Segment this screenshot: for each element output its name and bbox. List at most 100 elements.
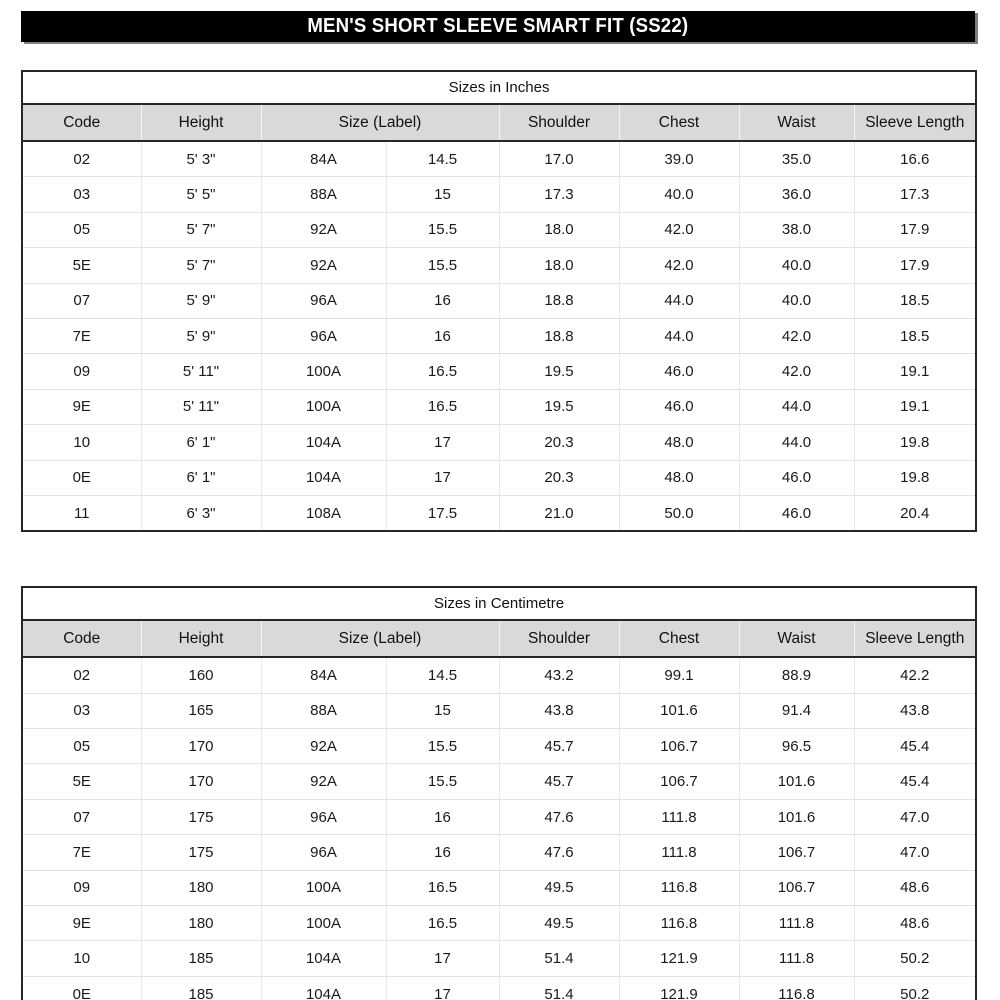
table-cell: 45.7: [498, 728, 619, 764]
table-cell: 17: [385, 975, 499, 1000]
table-cell: 101.6: [618, 692, 739, 729]
table-cell: 03: [22, 176, 141, 213]
table-row: 02 5' 3" 84A 14.5 17.0 39.0 35.0 16.6: [22, 141, 977, 177]
table-cell: 18.0: [498, 247, 619, 284]
table-row: 05 5' 7" 92A 15.5 18.0 42.0 38.0 17.9: [22, 211, 977, 248]
table-cell: 116.8: [618, 905, 739, 941]
table-caption-row: Sizes in Centimetre: [22, 587, 977, 622]
table-cell: 46.0: [738, 494, 854, 532]
table-cell: 44.0: [738, 424, 854, 461]
table-cell: 15.5: [385, 211, 499, 248]
table-cell: 43.8: [498, 692, 619, 729]
table-cell: 92A: [260, 763, 386, 800]
table-cell: 6' 1": [140, 459, 261, 496]
table-cell: 18.8: [498, 317, 619, 354]
table-header-row: Code Height Size (Label) Shoulder Chest Waist…: [22, 620, 977, 659]
table-cell: 104A: [260, 940, 386, 977]
table-row: 02 160 84A 14.5 43.2 99.1 88.9 42.2: [22, 657, 977, 694]
table-cell: 38.0: [738, 211, 854, 248]
table-cell: 106.7: [618, 728, 739, 764]
table-cell: 104A: [260, 975, 386, 1000]
table-cell: 17: [385, 459, 499, 496]
table-cell: 111.8: [618, 834, 739, 871]
table-caption: Sizes in Centimetre: [22, 587, 977, 622]
table-cell: 21.0: [498, 494, 619, 532]
table-body: 02 160 84A 14.5 43.2 99.1 88.9 42.2 03 165 88A 15 43…: [22, 657, 977, 1000]
table-cell: 16.5: [385, 353, 499, 390]
table-cell: 19.1: [853, 353, 977, 390]
table-cell: 16.6: [853, 141, 977, 177]
table-cell: 121.9: [618, 975, 739, 1000]
table-cell: 11: [22, 494, 141, 532]
table-cell: 6' 1": [140, 424, 261, 461]
table-cell: 101.6: [738, 798, 854, 835]
table-cell: 16: [385, 798, 499, 835]
table-cell: 180: [140, 905, 261, 941]
table-cell: 100A: [260, 353, 386, 390]
table-cell: 17: [385, 940, 499, 977]
table-cell: 42.0: [618, 247, 739, 284]
table-cell: 44.0: [738, 388, 854, 425]
table-cell: 46.0: [618, 388, 739, 425]
table-cell: 10: [22, 940, 141, 977]
table-cell: 5' 7": [140, 211, 261, 248]
table-row: 03 165 88A 15 43.8 101.6 91.4 43.8: [22, 692, 977, 729]
table-cell: 14.5: [385, 141, 499, 177]
column-header: Code: [22, 104, 141, 142]
table-cell: 5' 9": [140, 282, 261, 319]
table-cell: 160: [140, 657, 261, 694]
table-cell: 170: [140, 763, 261, 800]
table-body: 02 5' 3" 84A 14.5 17.0 39.0 35.0 16.6 03 5' 5" 88A…: [22, 141, 977, 532]
table-cell: 10: [22, 424, 141, 461]
table-cell: 116.8: [618, 869, 739, 906]
table-cell: 15.5: [385, 247, 499, 284]
table-cell: 15: [385, 692, 499, 729]
table-cell: 49.5: [498, 905, 619, 941]
column-header: Shoulder: [498, 104, 619, 142]
table-cell: 111.8: [618, 798, 739, 835]
table-cell: 35.0: [738, 141, 854, 177]
table-cell: 05: [22, 728, 141, 764]
table-header-row: Code Height Size (Label) Shoulder Chest Waist…: [22, 104, 977, 142]
column-header: Shoulder: [498, 620, 619, 659]
table-cell: 20.3: [498, 459, 619, 496]
table-cell: 43.2: [498, 657, 619, 694]
table-cell: 15.5: [385, 728, 499, 764]
table-cell: 15: [385, 176, 499, 213]
table-cell: 0E: [22, 459, 141, 496]
table-row: 03 5' 5" 88A 15 17.3 40.0 36.0 17.3: [22, 176, 977, 213]
table-cell: 84A: [260, 141, 386, 177]
table-cell: 88.9: [738, 657, 854, 694]
table-cell: 18.8: [498, 282, 619, 319]
table-cell: 46.0: [738, 459, 854, 496]
table-cell: 9E: [22, 905, 141, 941]
table-cell: 17.9: [853, 247, 977, 284]
table-cell: 48.6: [853, 905, 977, 941]
table-cell: 175: [140, 798, 261, 835]
table-cell: 0E: [22, 975, 141, 1000]
table-row: 9E 5' 11" 100A 16.5 19.5 46.0 44.0 19.1: [22, 388, 977, 425]
table-cell: 42.0: [618, 211, 739, 248]
table-row: 05 170 92A 15.5 45.7 106.7 96.5 45.4: [22, 728, 977, 764]
table-cell: 165: [140, 692, 261, 729]
table-cell: 96A: [260, 798, 386, 835]
table-cell: 104A: [260, 424, 386, 461]
table-cell: 20.3: [498, 424, 619, 461]
table-cell: 17.0: [498, 141, 619, 177]
table-cell: 07: [22, 282, 141, 319]
column-header: Size (Label): [260, 620, 499, 659]
table-cell: 96A: [260, 317, 386, 354]
table-cell: 09: [22, 353, 141, 390]
table-cell: 03: [22, 692, 141, 729]
table-cell: 48.0: [618, 424, 739, 461]
table-row: 10 185 104A 17 51.4 121.9 111.8 50.2: [22, 940, 977, 977]
table-row: 7E 5' 9" 96A 16 18.8 44.0 42.0 18.5: [22, 317, 977, 354]
table-row: 0E 185 104A 17 51.4 121.9 116.8 50.2: [22, 975, 977, 1000]
table-row: 10 6' 1" 104A 17 20.3 48.0 44.0 19.8: [22, 424, 977, 461]
table-cell: 05: [22, 211, 141, 248]
table-cell: 88A: [260, 176, 386, 213]
table-cell: 88A: [260, 692, 386, 729]
table-cell: 02: [73, 150, 91, 168]
table-caption: Sizes in Inches: [22, 71, 977, 105]
table-cell: 84A: [260, 657, 386, 694]
